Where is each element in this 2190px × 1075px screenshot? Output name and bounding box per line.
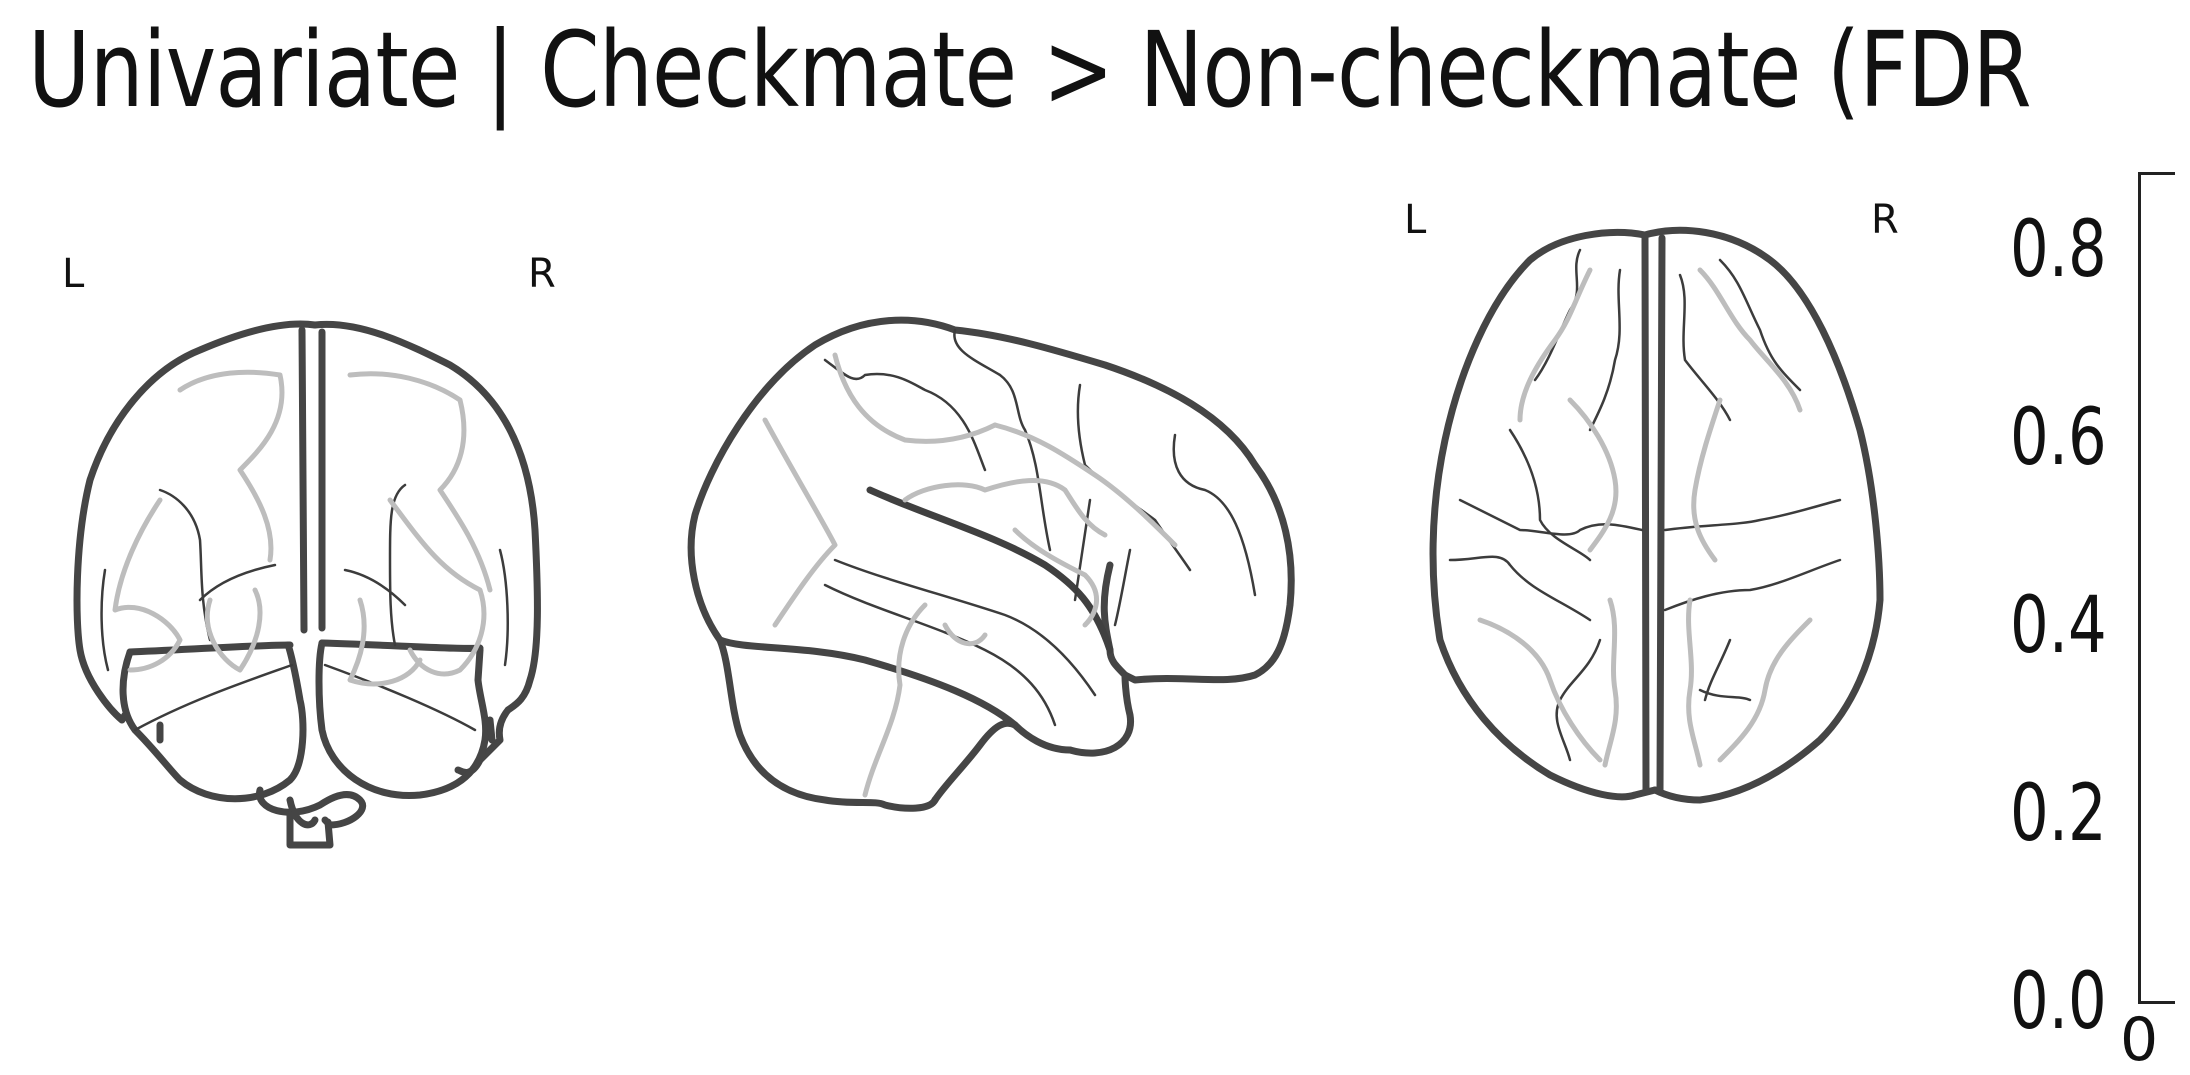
colorbar bbox=[2138, 172, 2175, 1004]
glass-brain-figure: Univariate | Checkmate > Non-checkmate (… bbox=[28, 9, 2175, 1070]
colorbar-tick-0.4: 0.4 bbox=[2010, 581, 2107, 671]
axial-right-label: R bbox=[1871, 197, 1899, 243]
figure-title: Univariate | Checkmate > Non-checkmate (… bbox=[28, 9, 2032, 131]
coronal-left-label: L bbox=[62, 251, 85, 297]
axial-left-label: L bbox=[1404, 197, 1427, 243]
colorbar-tick-0.2: 0.2 bbox=[2010, 769, 2107, 859]
colorbar-tick-0.8: 0.8 bbox=[2010, 205, 2107, 295]
axial-brain-view bbox=[1429, 226, 1884, 804]
coronal-brain-view bbox=[73, 320, 541, 849]
coronal-right-label: R bbox=[528, 251, 556, 297]
colorbar-tick-0.6: 0.6 bbox=[2010, 393, 2107, 483]
sagittal-brain-view bbox=[687, 316, 1295, 812]
colorbar-tick-0.0: 0.0 bbox=[2010, 957, 2107, 1047]
colorbar-partial-label: 0 bbox=[2120, 1005, 2159, 1075]
